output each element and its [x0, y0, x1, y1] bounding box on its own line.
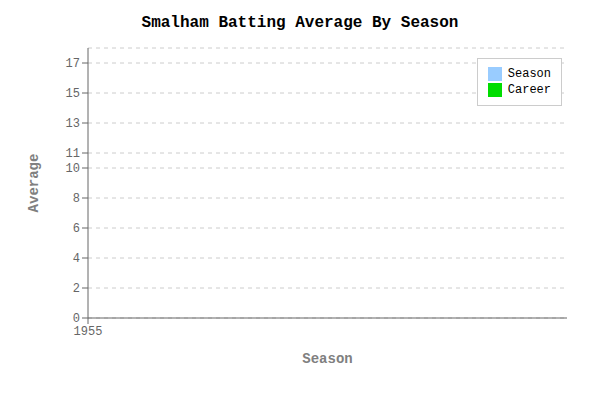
html-text:Season: Season — [507, 67, 551, 81]
html-text:Career: Career — [507, 83, 551, 97]
svg-text:1955: 1955 — [74, 325, 103, 339]
svg-text:8: 8 — [73, 192, 80, 206]
svg-text:Average: Average — [26, 154, 42, 213]
svg-text:6: 6 — [73, 222, 80, 236]
svg-text:11: 11 — [66, 147, 80, 161]
svg-text:15: 15 — [66, 87, 80, 101]
svg-text:10: 10 — [66, 162, 80, 176]
svg-text:17: 17 — [66, 57, 80, 71]
svg-text:4: 4 — [73, 252, 80, 266]
svg-text:0: 0 — [73, 312, 80, 326]
svg-text:13: 13 — [66, 117, 80, 131]
html-text:Smalham Batting Average By Sea: Smalham Batting Average By Season — [141, 14, 459, 32]
svg-text:2: 2 — [73, 282, 80, 296]
svg-text:Season: Season — [302, 351, 352, 367]
